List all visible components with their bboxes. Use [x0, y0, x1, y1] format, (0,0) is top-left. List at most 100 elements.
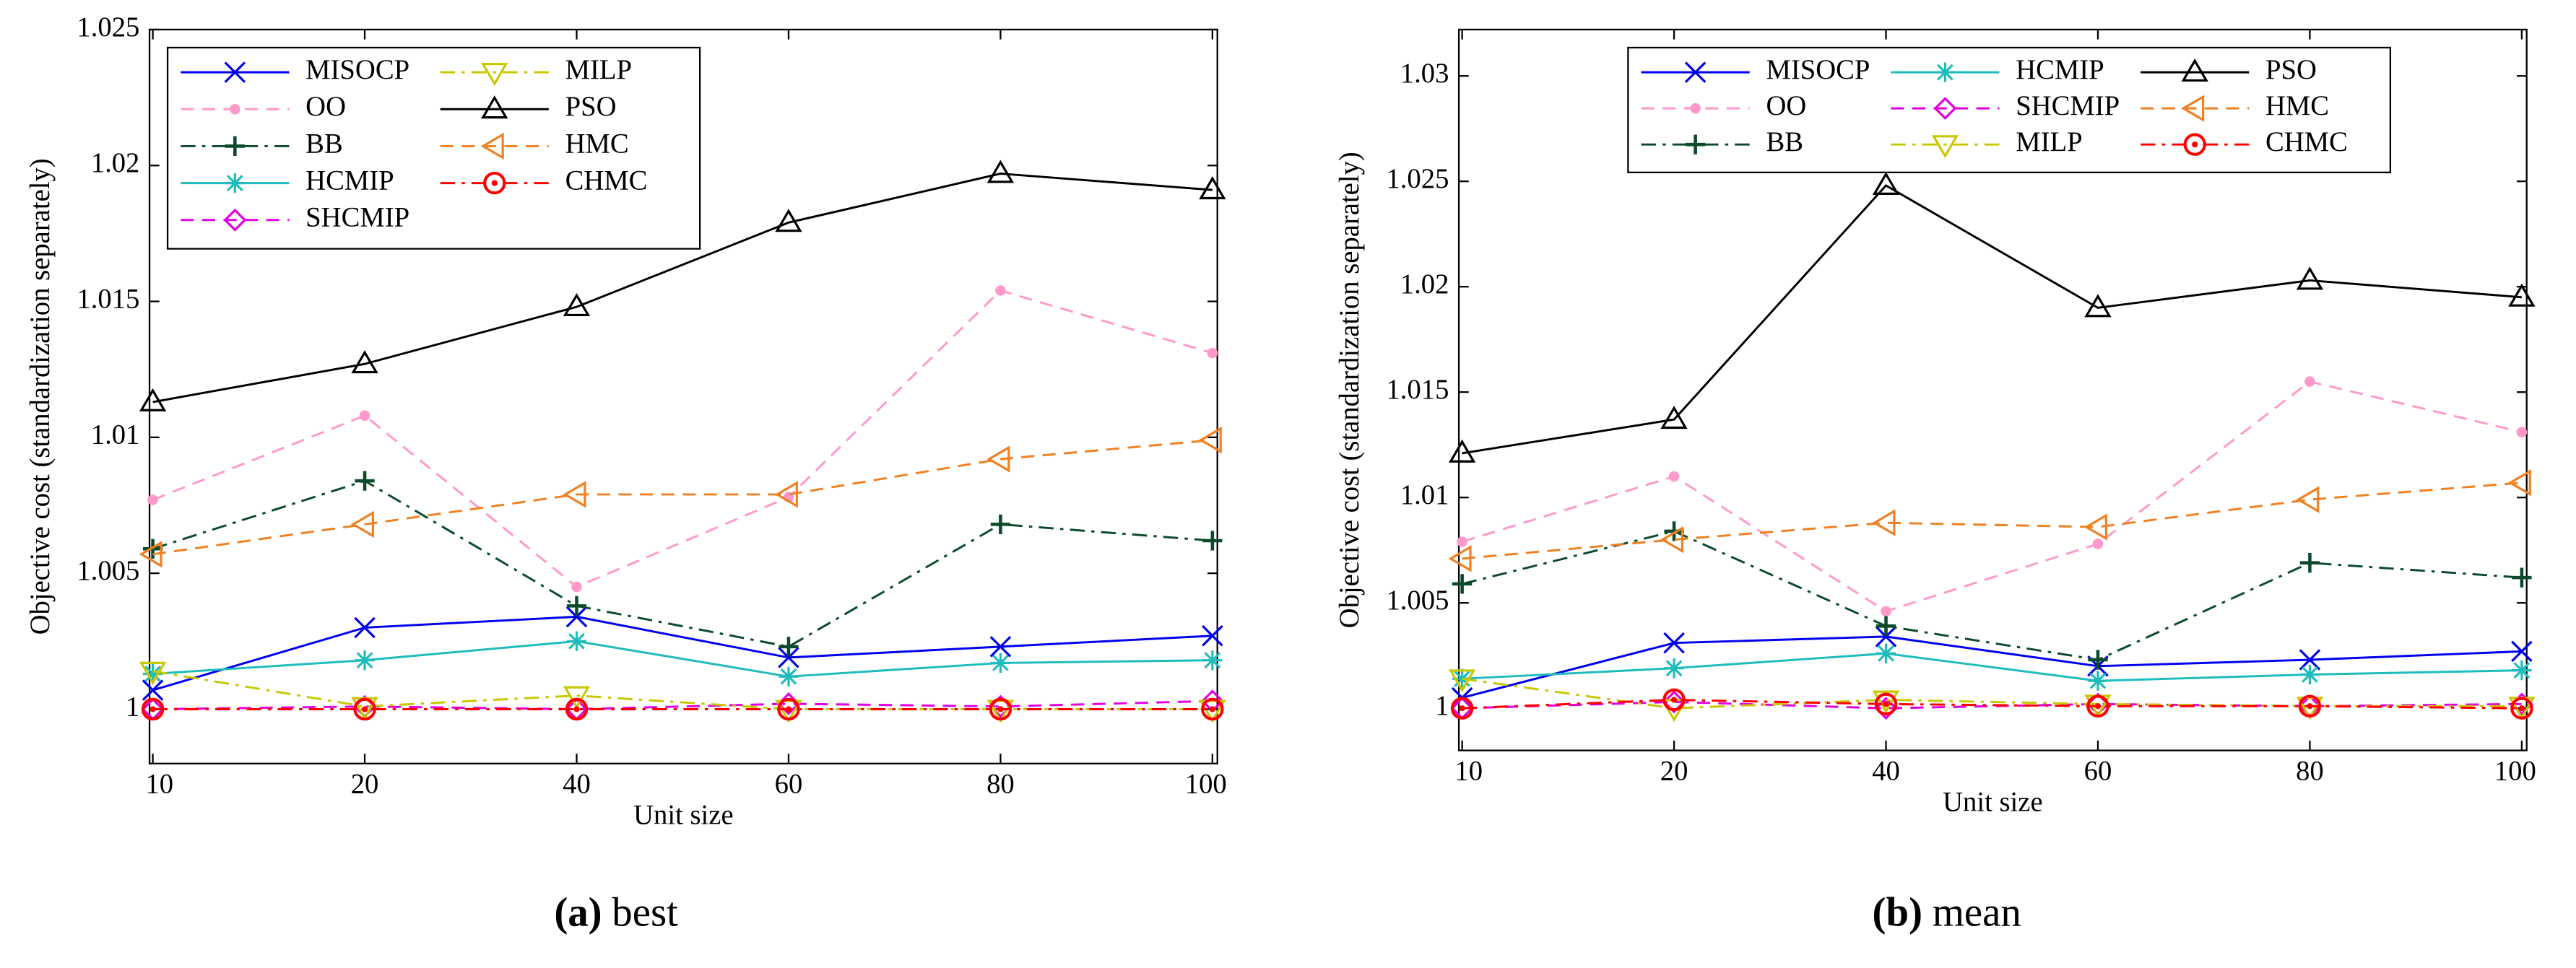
series-line — [1462, 380, 2523, 613]
marker — [777, 697, 800, 721]
marker — [1663, 632, 1685, 654]
marker-center — [361, 706, 368, 712]
marker — [1874, 692, 1898, 716]
marker — [2181, 95, 2205, 122]
marker — [986, 445, 1010, 473]
marker — [225, 173, 245, 193]
legend-box — [1627, 46, 2392, 173]
marker — [147, 494, 158, 505]
marker — [1872, 171, 1900, 195]
marker-center — [1209, 706, 1215, 712]
marker — [990, 653, 1011, 673]
y-tick-label: 1 — [1435, 691, 1449, 721]
y-tick-label: 1.005 — [77, 556, 139, 586]
marker — [1664, 658, 1684, 679]
marker — [139, 661, 167, 685]
x-tick-label: 40 — [1872, 756, 1900, 786]
caption-label: (b) — [1873, 889, 1923, 935]
y-axis-label: Objective cost (standardization separate… — [25, 158, 56, 635]
y-tick-label: 1.005 — [1386, 585, 1449, 616]
x-tick-label: 10 — [145, 769, 173, 800]
legend-label: OO — [305, 92, 346, 122]
marker — [1872, 509, 1896, 536]
x-tick-label: 20 — [1660, 756, 1688, 786]
marker — [481, 63, 508, 87]
marker — [1686, 134, 1706, 154]
y-tick-label: 1.025 — [77, 12, 139, 43]
marker-ring — [777, 697, 800, 721]
marker-ring — [1201, 697, 1224, 721]
x-tick-label: 60 — [775, 769, 803, 800]
marker — [1660, 526, 1684, 554]
marker — [2299, 664, 2320, 685]
series-line — [1462, 184, 2522, 455]
marker — [1660, 406, 1688, 430]
caption-text: best — [612, 889, 678, 935]
marker — [2086, 694, 2109, 718]
marker-center — [573, 706, 580, 712]
marker — [224, 61, 246, 83]
legend-label: BB — [305, 128, 343, 159]
marker-ring — [1874, 692, 1898, 716]
marker — [223, 208, 247, 232]
legend-label: HMC — [565, 128, 629, 159]
marker — [2507, 469, 2531, 497]
marker — [355, 471, 375, 491]
marker-center — [1670, 697, 1678, 703]
series-line — [1462, 699, 2522, 710]
legend-label: PSO — [2265, 55, 2317, 85]
marker — [2092, 538, 2104, 549]
marker — [1875, 616, 1896, 636]
marker — [1207, 347, 1218, 359]
x-axis-label: Unit size — [1943, 788, 2043, 818]
marker — [1199, 176, 1226, 200]
marker — [2516, 427, 2528, 437]
marker — [1201, 697, 1224, 721]
marker-ring — [141, 697, 165, 721]
marker — [353, 697, 376, 721]
marker — [1662, 690, 1686, 714]
marker — [139, 388, 167, 411]
marker — [1690, 103, 1701, 114]
x-tick-label: 60 — [2084, 756, 2112, 786]
series-line — [152, 699, 1213, 710]
legend-label: HCMIP — [2016, 55, 2104, 85]
marker — [778, 647, 799, 668]
legend-label: MILP — [565, 55, 632, 85]
marker-center — [1883, 701, 1889, 707]
marker — [2083, 513, 2107, 541]
marker — [1202, 531, 1223, 551]
marker — [1662, 688, 1686, 712]
marker — [2181, 58, 2208, 82]
y-tick-label: 1.01 — [91, 420, 140, 450]
x-tick-label: 80 — [986, 769, 1015, 800]
marker — [2298, 694, 2322, 718]
marker — [986, 160, 1015, 183]
legend-label: HMC — [2265, 91, 2329, 121]
legend-label: PSO — [565, 92, 617, 122]
marker-center — [2518, 705, 2525, 712]
marker — [230, 103, 240, 115]
marker — [2512, 660, 2532, 681]
marker-center — [2307, 703, 2313, 710]
marker — [563, 686, 591, 710]
marker — [565, 697, 589, 721]
marker — [1452, 574, 1473, 594]
legend-label: SHCMIP — [2016, 91, 2120, 121]
marker-center — [785, 706, 792, 712]
marker — [779, 637, 799, 657]
marker-ring — [1450, 697, 1474, 720]
legend-label: BB — [1766, 127, 1803, 157]
marker — [2512, 567, 2532, 588]
marker — [566, 596, 587, 616]
marker — [2304, 376, 2315, 387]
marker — [1872, 690, 1900, 714]
marker — [2183, 133, 2206, 156]
marker — [563, 293, 591, 317]
marker-center — [2094, 703, 2102, 710]
marker — [775, 699, 802, 723]
caption: (a) best — [554, 889, 678, 935]
marker — [1448, 439, 1476, 463]
series-line — [152, 479, 1213, 648]
